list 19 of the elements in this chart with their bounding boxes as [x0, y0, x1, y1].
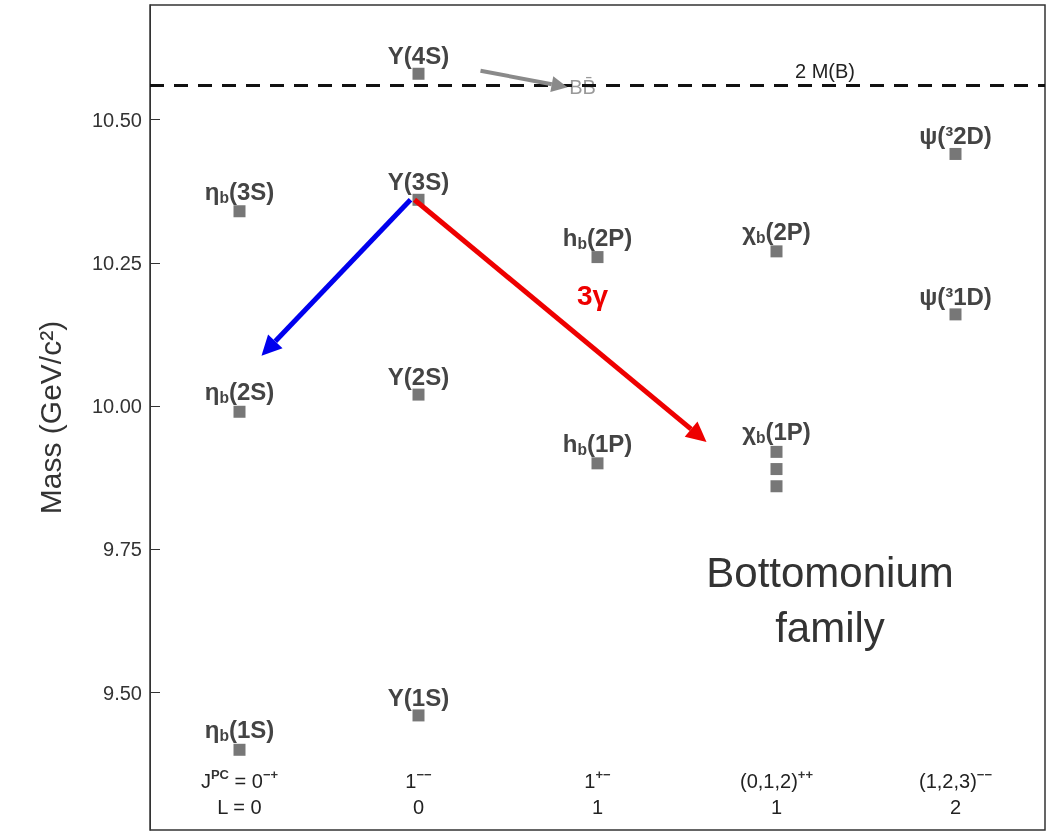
- annotation: Υ(4S): [387, 42, 450, 70]
- y-tick-label: 9.50: [103, 681, 142, 704]
- y-axis-title: Mass (GeV/c²): [33, 320, 67, 515]
- y-tick-label: 10.00: [91, 395, 142, 418]
- x-tick-label: 1−− 0: [405, 767, 433, 818]
- y-tick-label: 10.25: [91, 251, 142, 274]
- annotation: Υ(1S): [387, 683, 450, 711]
- annotation: Bottomonium family: [706, 549, 954, 651]
- annotation: 3γ: [576, 280, 609, 312]
- x-tick-label: 1+− 1: [584, 767, 612, 818]
- y-tick-label: 10.50: [91, 108, 142, 131]
- category-label: (1,2,3)−− 2: [919, 767, 992, 818]
- category-label: (0,1,2)++ 1: [740, 767, 813, 818]
- y-tick-label: 9.75: [103, 538, 142, 561]
- annotation: Υ(2S): [387, 363, 450, 391]
- annotation: ψ(³1D): [919, 282, 992, 310]
- ref-line-label: 2 M(B): [795, 60, 855, 83]
- annotation: ψ(³2D): [919, 122, 992, 150]
- annotation: Υ(3S): [387, 168, 450, 196]
